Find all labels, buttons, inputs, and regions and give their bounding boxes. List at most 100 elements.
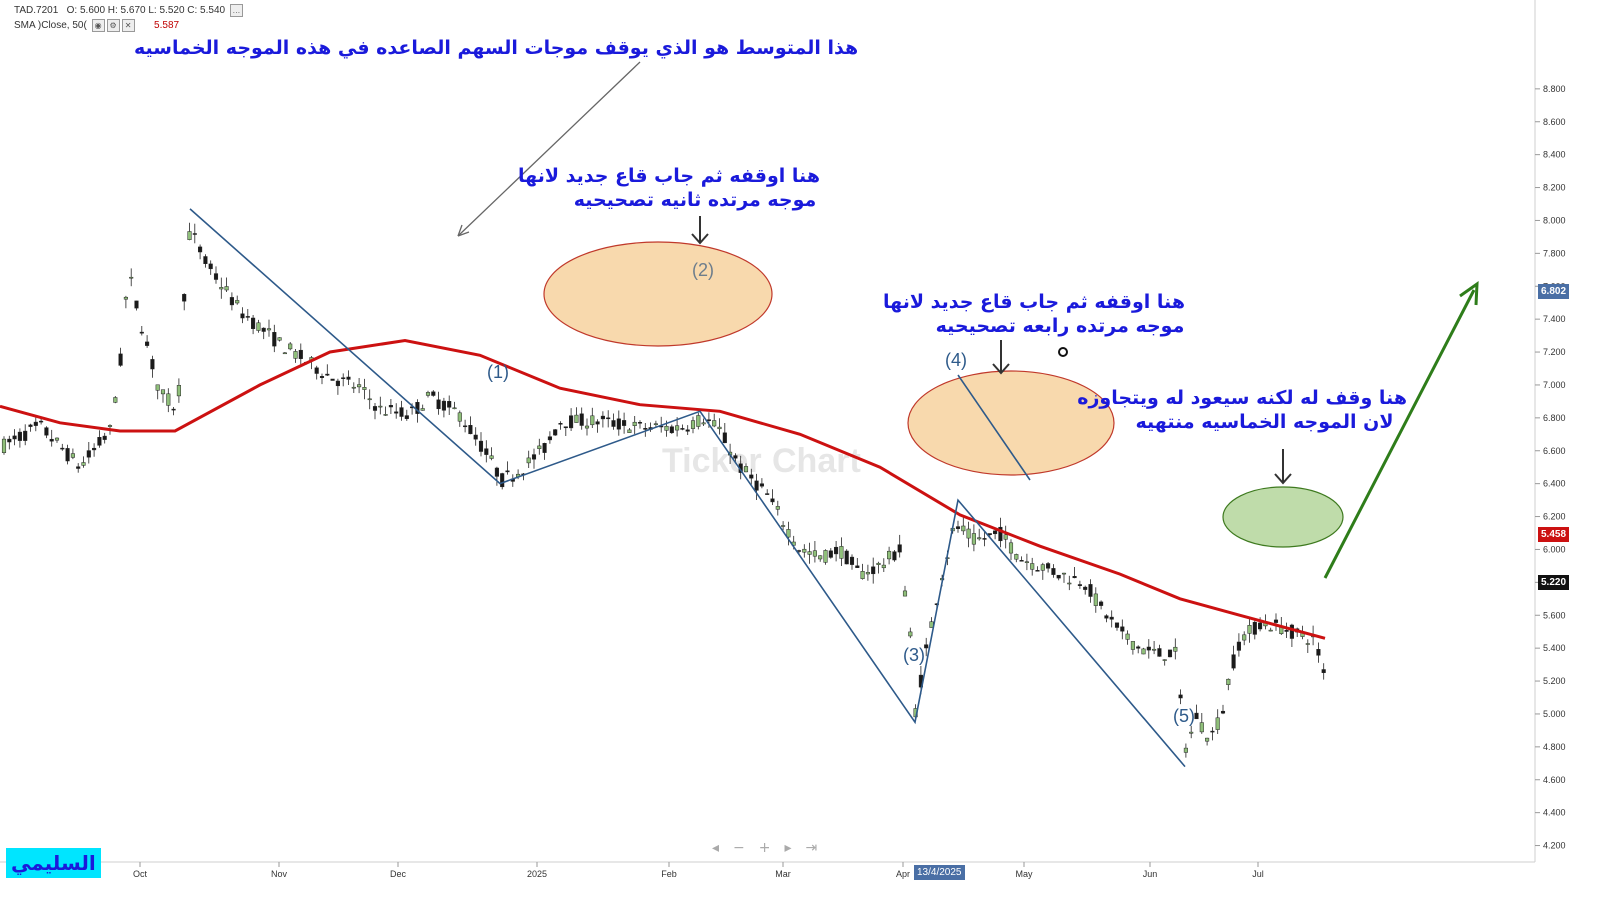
candle-body <box>123 296 128 300</box>
highlight-zones <box>543 241 1344 548</box>
candle-body <box>1051 568 1056 575</box>
candle-body <box>993 530 998 535</box>
candle-body <box>86 450 91 458</box>
candle-body <box>1003 534 1008 540</box>
candle-body <box>1252 621 1257 635</box>
candle-body <box>1268 629 1273 632</box>
candle-body <box>1215 717 1220 730</box>
more-icon[interactable]: … <box>229 4 243 17</box>
candle-body <box>319 376 325 378</box>
candle-body <box>1 438 7 453</box>
chevron-left-icon[interactable]: ◂ <box>712 840 734 856</box>
close-icon[interactable]: ✕ <box>121 19 135 32</box>
candle-body <box>494 467 499 477</box>
end-icon[interactable]: ⇥ <box>805 840 832 856</box>
candle-body <box>924 644 929 649</box>
candle-body <box>372 406 378 411</box>
candle-body <box>484 448 489 455</box>
x-tick-label: Oct <box>133 869 148 879</box>
wave4-zone <box>907 370 1115 476</box>
candle-body <box>1114 622 1120 628</box>
candle-body <box>834 546 839 555</box>
y-tick-label: 6.000 <box>1543 544 1566 554</box>
candle-body <box>54 437 60 441</box>
candle-body <box>325 373 330 376</box>
candle-body <box>436 399 441 410</box>
candle-body <box>908 631 913 637</box>
candle-body <box>982 538 987 540</box>
upper-price-badge: 6.802 <box>1538 284 1570 299</box>
candle-body <box>145 341 150 346</box>
candle-body <box>420 408 425 411</box>
candle-body <box>335 380 340 387</box>
candle-body <box>902 590 908 597</box>
candle-body <box>293 351 298 359</box>
candle-body <box>404 415 409 419</box>
candle-body <box>240 313 245 319</box>
y-tick-label: 8.600 <box>1543 117 1566 127</box>
candle-body <box>892 551 897 561</box>
wave4-down-arrow-head <box>992 363 1010 375</box>
y-tick-label: 7.800 <box>1543 248 1566 258</box>
candle-body <box>574 414 579 423</box>
watermark: Ticker <box>662 442 762 480</box>
candle-body <box>155 384 160 391</box>
wave2-note-line1: هنا اوقفه ثم جاب قاع جديد لانها <box>518 165 820 187</box>
candle-body <box>675 425 680 431</box>
wave-label-4: (4) <box>945 350 967 370</box>
candle-body <box>1273 619 1279 623</box>
wave4-note-line2: موجه مرتده رابعه تصحيحيه <box>935 315 1185 337</box>
candle-body <box>1061 572 1067 575</box>
chevron-right-icon[interactable]: ▸ <box>784 840 806 856</box>
candle-body <box>1035 570 1040 572</box>
candle-body <box>563 426 568 429</box>
candle-body <box>362 387 367 390</box>
candle-body <box>81 462 86 466</box>
chart-legend: TAD.7201 O: 5.600 H: 5.670 L: 5.520 C: 5… <box>14 4 243 17</box>
candle-body <box>622 420 627 426</box>
candle-body <box>971 533 976 545</box>
candle-body <box>134 300 139 309</box>
candle-body <box>1120 626 1125 632</box>
candle-body <box>1157 648 1162 657</box>
candle-body <box>245 316 250 318</box>
y-tick-label: 4.400 <box>1543 808 1566 818</box>
symbol-label: TAD.7201 <box>14 5 59 17</box>
x-tick-label: May <box>1015 869 1033 879</box>
candle-body <box>261 327 266 332</box>
candle-body <box>743 466 749 473</box>
candle-body <box>441 400 446 411</box>
candle-body <box>1183 747 1188 753</box>
candle-body <box>1104 615 1109 619</box>
visibility-icon[interactable]: ◉ <box>91 19 105 32</box>
candle-body <box>1247 625 1252 634</box>
candle-body <box>669 426 674 434</box>
candle-body <box>12 435 17 440</box>
candle-body <box>1125 633 1130 640</box>
ohlc-values: O: 5.600 H: 5.670 L: 5.520 C: 5.540 <box>66 5 226 17</box>
resistance-zone <box>1222 486 1344 548</box>
candle-body <box>28 424 33 427</box>
y-tick-label: 6.400 <box>1543 479 1566 489</box>
minus-icon[interactable]: − <box>733 840 759 856</box>
candle-body <box>712 420 717 427</box>
elliott-wave-lines <box>189 208 1186 768</box>
candle-body <box>394 411 399 414</box>
plus-icon[interactable]: + <box>758 840 785 856</box>
candle-body <box>1194 712 1199 720</box>
candle-body <box>129 276 134 279</box>
candle-body <box>92 447 97 451</box>
candle-body <box>203 256 208 264</box>
candle-body <box>346 376 351 380</box>
candle-body <box>1024 561 1029 563</box>
candle-body <box>1130 641 1135 650</box>
candle-body <box>1258 622 1263 630</box>
wave-label-2: (2) <box>692 260 714 280</box>
x-tick-label: 2025 <box>527 869 547 879</box>
candle-body <box>871 566 876 575</box>
candle-body <box>49 438 54 442</box>
gear-icon[interactable]: ⚙ <box>106 19 120 32</box>
crosshair-date-badge: 13/4/2025 <box>914 865 965 880</box>
y-tick-label: 4.800 <box>1543 742 1566 752</box>
